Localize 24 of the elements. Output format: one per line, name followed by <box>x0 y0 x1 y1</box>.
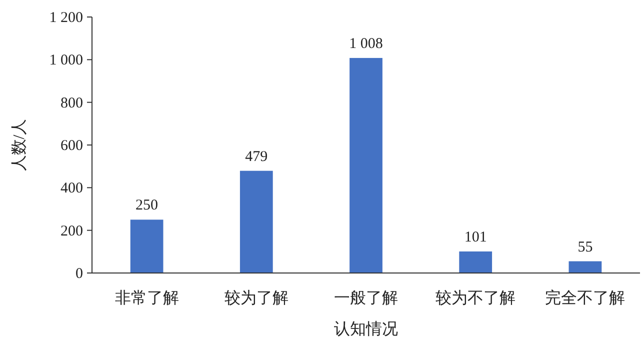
bar <box>240 170 273 273</box>
data-label: 1 008 <box>349 36 383 52</box>
bar <box>350 58 382 273</box>
x-tick-label: 完全不了解 <box>545 289 626 307</box>
bar <box>130 220 164 273</box>
x-tick-label: 较为了解 <box>224 289 288 307</box>
y-tick-label: 600 <box>60 138 83 154</box>
y-tick-label: 1 200 <box>49 10 83 26</box>
x-tick-label: 较为不了解 <box>436 289 516 307</box>
y-tick-label: 1 000 <box>49 52 83 69</box>
data-label: 55 <box>578 239 593 256</box>
x-axis-title: 认知情况 <box>334 320 398 338</box>
y-tick-label: 200 <box>60 223 83 240</box>
y-tick-label: 400 <box>60 180 83 197</box>
y-tick-label: 800 <box>60 95 83 112</box>
data-label: 101 <box>464 229 487 246</box>
data-label: 479 <box>245 148 268 165</box>
y-tick-label: 0 <box>76 266 83 282</box>
bar <box>568 261 602 273</box>
bar <box>459 251 492 273</box>
y-axis-title: 人数/人 <box>11 118 28 172</box>
x-tick-label: 一般了解 <box>334 290 398 307</box>
data-label: 250 <box>136 198 158 214</box>
x-tick-label: 非常了解 <box>114 289 179 307</box>
